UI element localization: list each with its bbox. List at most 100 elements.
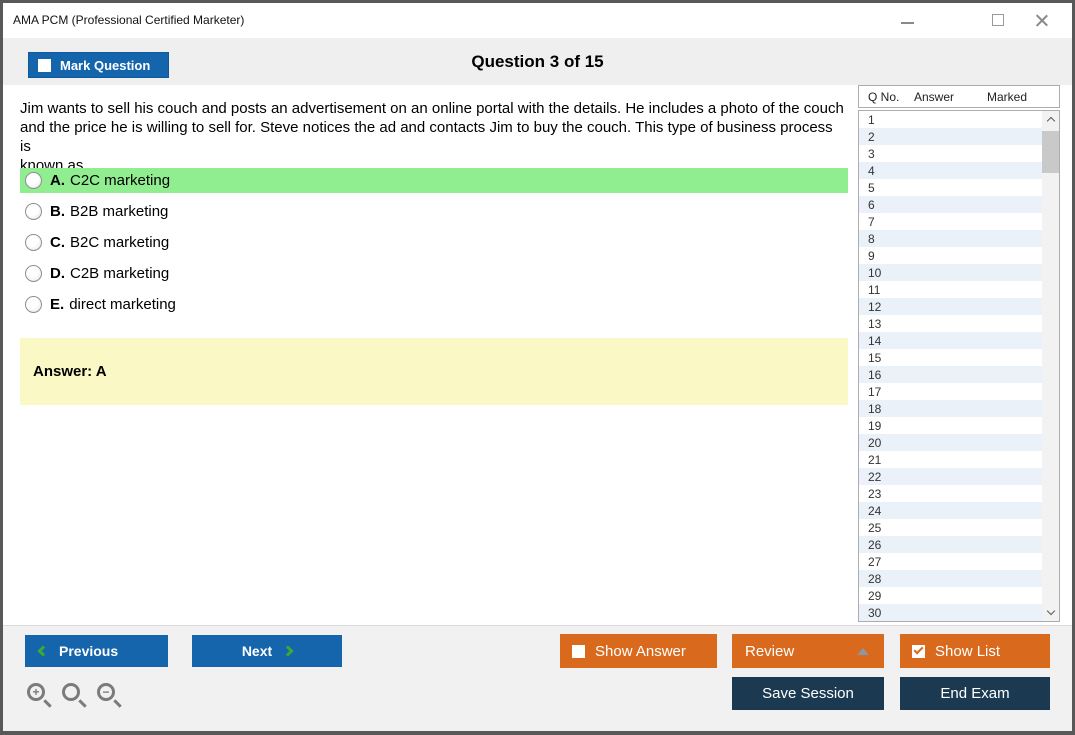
option-text: B2C marketing [70,234,170,251]
radio-icon[interactable] [25,203,42,220]
option-b[interactable]: B. B2B marketing [20,199,848,224]
scroll-up-button[interactable] [1042,111,1059,128]
qno-cell: 25 [868,520,882,535]
question-list-row[interactable]: 1 [859,111,1042,128]
question-list-row[interactable]: 20 [859,434,1042,451]
close-button[interactable] [1028,7,1054,33]
radio-icon[interactable] [25,172,42,189]
qno-cell: 16 [868,367,882,382]
question-list-row[interactable]: 7 [859,213,1042,230]
column-marked: Marked [987,89,1028,104]
question-list-row[interactable]: 27 [859,553,1042,570]
question-list-row[interactable]: 16 [859,366,1042,383]
minimize-button[interactable] [894,7,920,33]
show-answer-checkbox-icon [572,644,585,658]
option-e[interactable]: E. direct marketing [20,292,848,317]
qno-cell: 15 [868,350,882,365]
option-c[interactable]: C. B2C marketing [20,230,848,255]
zoom-in-sign: + [32,685,40,699]
qno-cell: 13 [868,316,882,331]
question-list-row[interactable]: 24 [859,502,1042,519]
question-list-row[interactable]: 4 [859,162,1042,179]
qno-cell: 6 [868,197,875,212]
question-list-row[interactable]: 23 [859,485,1042,502]
maximize-icon [992,14,1004,26]
show-answer-button[interactable]: Show Answer [560,634,717,668]
question-list-row[interactable]: 2 [859,128,1042,145]
question-list-row[interactable]: 11 [859,281,1042,298]
chevron-down-icon [1046,606,1055,616]
content-area: Jim wants to sell his couch and posts an… [3,85,1072,625]
show-list-checkbox-icon [912,644,925,658]
review-button[interactable]: Review [732,634,884,668]
previous-button[interactable]: Previous [25,635,168,667]
question-list-row[interactable]: 13 [859,315,1042,332]
question-list-row[interactable]: 29 [859,587,1042,604]
minimize-icon [900,22,914,24]
title-bar: AMA PCM (Professional Certified Marketer… [3,3,1072,38]
option-letter: D. [50,265,65,282]
question-list-row[interactable]: 26 [859,536,1042,553]
question-list-header: Q No. Answer Marked [858,85,1060,108]
maximize-button[interactable] [985,7,1011,33]
question-list-row[interactable]: 17 [859,383,1042,400]
question-list-row[interactable]: 8 [859,230,1042,247]
radio-icon[interactable] [25,234,42,251]
column-answer: Answer [914,89,955,104]
show-answer-label: Show Answer [595,642,686,660]
footer-bar: Previous Next Show Answer Review Show Li… [3,625,1072,731]
question-list-row[interactable]: 19 [859,417,1042,434]
question-list-scrollbar[interactable] [1042,111,1059,621]
mark-question-checkbox-icon [38,58,51,72]
magnifier-handle [43,699,52,708]
radio-icon[interactable] [25,265,42,282]
question-line: Jim wants to sell his couch and posts an… [20,100,844,117]
zoom-in-button[interactable]: + [27,683,53,710]
question-list-row[interactable]: 22 [859,468,1042,485]
option-letter: A. [50,172,65,189]
option-letter: C. [50,234,65,251]
column-qno: Q No. [868,89,900,104]
qno-cell: 23 [868,486,882,501]
question-list-row[interactable]: 9 [859,247,1042,264]
question-list-row[interactable]: 25 [859,519,1042,536]
magnifier-handle [78,699,87,708]
qno-cell: 1 [868,112,875,127]
question-list-row[interactable]: 21 [859,451,1042,468]
question-list-row[interactable]: 14 [859,332,1042,349]
question-list-row[interactable]: 28 [859,570,1042,587]
qno-cell: 21 [868,452,882,467]
question-list-row[interactable]: 6 [859,196,1042,213]
question-list-row[interactable]: 18 [859,400,1042,417]
zoom-reset-button[interactable] [62,683,88,710]
qno-cell: 9 [868,248,875,263]
option-d[interactable]: D. C2B marketing [20,261,848,286]
qno-cell: 24 [868,503,882,518]
scroll-down-button[interactable] [1042,604,1059,621]
save-session-button[interactable]: Save Session [732,677,884,710]
question-list-row[interactable]: 12 [859,298,1042,315]
question-list-row[interactable]: 30 [859,604,1042,621]
question-list-row[interactable]: 15 [859,349,1042,366]
end-exam-button[interactable]: End Exam [900,677,1050,710]
question-list-row[interactable]: 10 [859,264,1042,281]
chevron-left-icon [37,645,49,657]
chevron-right-icon [282,645,294,657]
option-text: C2C marketing [70,172,171,189]
question-line: and the price he is willing to sell for.… [20,119,833,155]
chevron-up-icon [1046,116,1055,126]
question-list-row[interactable]: 3 [859,145,1042,162]
next-button[interactable]: Next [192,635,342,667]
zoom-out-sign: − [102,685,110,699]
option-a[interactable]: A. C2C marketing [20,168,848,193]
radio-icon[interactable] [25,296,42,313]
qno-cell: 19 [868,418,882,433]
question-list-row[interactable]: 5 [859,179,1042,196]
zoom-out-button[interactable]: − [97,683,123,710]
scrollbar-thumb[interactable] [1042,131,1059,173]
show-list-button[interactable]: Show List [900,634,1050,668]
triangle-up-icon [857,647,869,655]
mark-question-button[interactable]: Mark Question [28,52,169,78]
qno-cell: 5 [868,180,875,195]
